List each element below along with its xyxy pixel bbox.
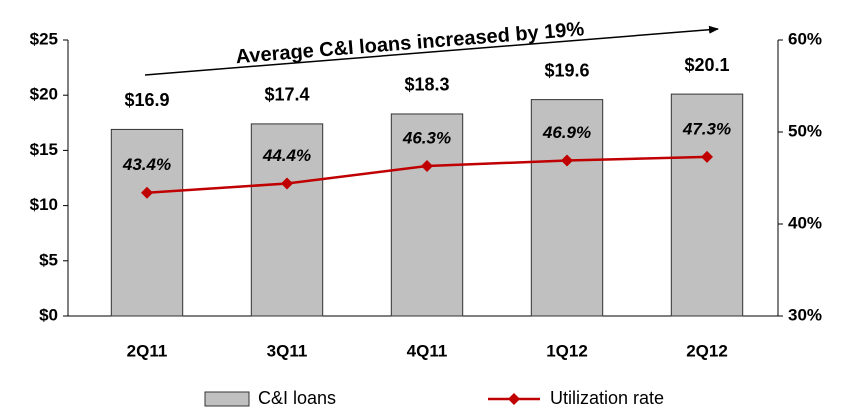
line-value-label: 43.4% bbox=[122, 155, 171, 174]
legend-label: Utilization rate bbox=[550, 388, 664, 408]
bar-value-label: $16.9 bbox=[124, 90, 169, 110]
x-tick-label: 1Q12 bbox=[546, 341, 588, 360]
bar-value-label: $19.6 bbox=[544, 60, 589, 80]
annotation: Average C&I loans increased by 19% bbox=[235, 18, 585, 68]
x-tick-label: 4Q11 bbox=[407, 341, 448, 360]
bar bbox=[110, 128, 184, 317]
bar bbox=[250, 123, 324, 317]
line-marker bbox=[701, 150, 713, 163]
legend-swatch bbox=[204, 391, 250, 407]
line-value-label: 46.3% bbox=[402, 129, 451, 148]
y2-tick-label: 50% bbox=[788, 121, 822, 140]
y-tick-label: $15 bbox=[30, 140, 58, 159]
line-marker bbox=[141, 186, 153, 199]
x-tick-label: 3Q11 bbox=[267, 341, 308, 360]
y2-tick-label: 40% bbox=[788, 213, 822, 232]
y2-tick-label: 60% bbox=[788, 29, 822, 48]
bar bbox=[390, 113, 464, 317]
y-tick-label: $5 bbox=[39, 250, 58, 269]
y-tick-label: $10 bbox=[30, 195, 58, 214]
legend-label: C&I loans bbox=[258, 388, 336, 408]
x-tick-label: 2Q11 bbox=[127, 341, 168, 360]
line-marker bbox=[561, 154, 573, 167]
y-tick-label: $0 bbox=[39, 305, 58, 324]
bar-value-label: $20.1 bbox=[684, 55, 729, 75]
line-marker bbox=[421, 160, 433, 173]
annotation-arrow bbox=[144, 25, 719, 76]
line-value-label: 47.3% bbox=[682, 119, 731, 138]
line-marker bbox=[281, 177, 293, 190]
x-tick-label: 2Q12 bbox=[686, 341, 728, 360]
bar bbox=[530, 99, 604, 317]
bar bbox=[670, 93, 744, 317]
y-tick-label: $20 bbox=[30, 85, 58, 104]
y2-tick-label: 30% bbox=[788, 305, 822, 324]
legend-marker bbox=[508, 393, 520, 405]
line-value-label: 44.4% bbox=[262, 146, 311, 165]
bar-value-label: $17.4 bbox=[264, 85, 309, 105]
line-value-label: 46.9% bbox=[542, 123, 591, 142]
bar-value-label: $18.3 bbox=[404, 75, 449, 95]
y-tick-label: $25 bbox=[30, 29, 58, 48]
